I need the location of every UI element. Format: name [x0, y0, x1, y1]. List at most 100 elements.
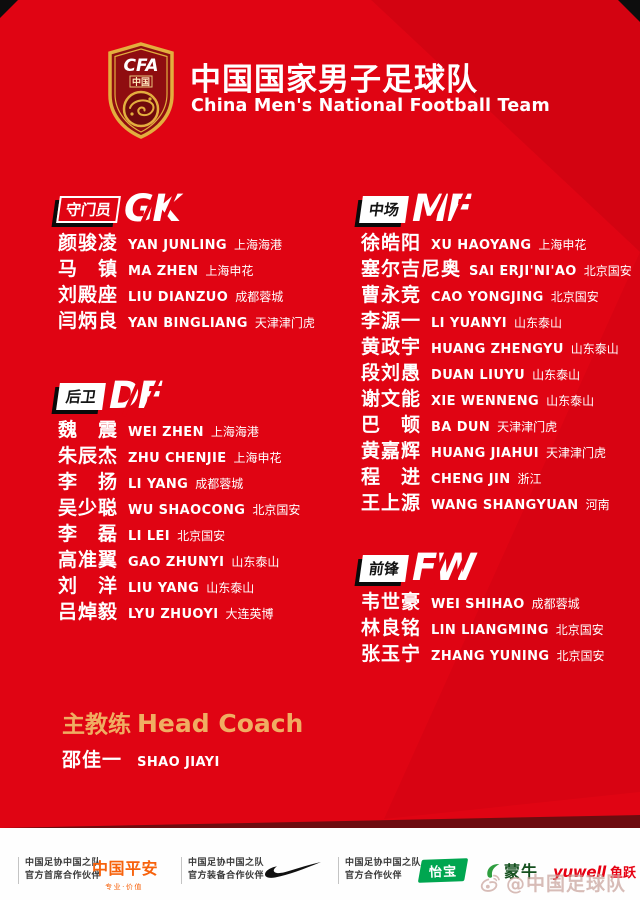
player-name-cn: 李源一 — [361, 310, 422, 332]
section-label-cn: 前锋 — [359, 554, 409, 582]
player-club: 上海海港 — [233, 238, 282, 252]
player-row: 巴 顿 BA DUN 天津津门虎 — [361, 412, 632, 438]
player-name-latin: LIU YANG — [128, 581, 200, 596]
sponsor-divider — [18, 857, 19, 884]
player-name-cn: 马 镇 — [58, 258, 119, 280]
player-club: 北京国安 — [177, 529, 226, 543]
player-list: 韦世豪 WEI SHIHAO 成都蓉城 林良铭 LIN LIANGMING 北京国安 张玉宁… — [361, 589, 605, 667]
player-name-cn: 朱辰杰 — [58, 445, 119, 467]
player-row: 马 镇 MA ZHEN 上海申花 — [58, 256, 315, 282]
partner-line: 官方装备合作伙伴 — [188, 871, 265, 881]
partner-line: 官方合作伙伴 — [345, 871, 403, 881]
player-name-latin: CAO YONGJING — [431, 290, 544, 305]
player-club: 成都蓉城 — [235, 290, 284, 304]
player-club: 北京国安 — [550, 290, 599, 304]
section-label-cn: 后卫 — [56, 382, 106, 410]
player-name-cn: 徐皓阳 — [361, 232, 422, 254]
player-club: 上海申花 — [205, 264, 254, 278]
player-club: 上海申花 — [538, 238, 587, 252]
player-row: 王上源 WANG SHANGYUAN 河南 — [361, 490, 632, 516]
player-name-latin: WANG SHANGYUAN — [431, 498, 579, 513]
player-club: 山东泰山 — [514, 316, 563, 330]
section-defenders: 后卫 DF 魏 震 WEI ZHEN 上海海港 朱辰杰 ZHU CHENJIE 上海申花李… — [56, 377, 300, 625]
cfa-crest-icon: CFA 中国 — [108, 42, 174, 139]
player-row: 朱辰杰 ZHU CHENJIE 上海申花 — [58, 443, 300, 469]
corner-triangle-top-left — [0, 0, 18, 18]
player-club: 浙江 — [517, 472, 542, 486]
player-name-cn: 程 进 — [361, 466, 422, 488]
player-name-cn: 李 磊 — [58, 523, 119, 545]
player-row: 徐皓阳 XU HAOYANG 上海申花 — [361, 230, 632, 256]
yuwell-logo: yuwell 鱼跃 — [553, 862, 636, 881]
player-name-cn: 曹永竞 — [361, 284, 422, 306]
section-header: 后卫 DF — [56, 377, 300, 414]
player-row: 高准翼 GAO ZHUNYI 山东泰山 — [58, 547, 300, 573]
player-name-cn: 李 扬 — [58, 471, 119, 493]
partner-text-chief: 中国足协中国之队 官方首席合作伙伴 — [25, 857, 101, 883]
player-name-cn: 韦世豪 — [361, 591, 422, 613]
player-row: 吴少聪 WU SHAOCONG 北京国安 — [58, 495, 300, 521]
player-name-latin: LIN LIANGMING — [431, 623, 549, 638]
player-club: 山东泰山 — [570, 342, 619, 356]
player-club: 天津津门虎 — [545, 446, 606, 460]
crest-acronym: CFA — [123, 56, 158, 76]
player-club: 大连英博 — [225, 607, 274, 621]
player-club: 山东泰山 — [546, 394, 595, 408]
player-club: 上海海港 — [210, 425, 259, 439]
player-name-cn: 黄嘉辉 — [361, 440, 422, 462]
weibo-watermark: @中国足球队 — [478, 869, 626, 896]
player-row: 刘殿座 LIU DIANZUO 成都蓉城 — [58, 282, 315, 308]
player-name-latin: CHENG JIN — [431, 472, 511, 487]
section-header: 守门员 GK — [56, 190, 315, 227]
player-club: 成都蓉城 — [531, 597, 580, 611]
corner-triangle-top-right — [618, 0, 640, 22]
player-name-cn: 谢文能 — [361, 388, 422, 410]
nike-swoosh-icon — [262, 860, 322, 886]
sponsor-divider — [338, 857, 339, 884]
player-club: 河南 — [585, 498, 610, 512]
player-name-cn: 黄政宇 — [361, 336, 422, 358]
player-name-latin: MA ZHEN — [128, 264, 199, 279]
player-name-latin: DUAN LIUYU — [431, 368, 526, 383]
player-name-latin: LIU DIANZUO — [128, 290, 229, 305]
player-row: 刘 洋 LIU YANG 山东泰山 — [58, 573, 300, 599]
coach-name-cn: 邵佳一 — [62, 749, 123, 771]
crest-country: 中国 — [132, 76, 150, 88]
section-label-en: FW — [412, 549, 484, 586]
crest-dragon-emblem — [129, 99, 155, 117]
mengniu-logo: 蒙牛 — [484, 858, 538, 882]
player-club: 北京国安 — [252, 503, 301, 517]
section-label-en: DF — [109, 377, 171, 414]
player-list: 颜骏凌 YAN JUNLING 上海海港马 镇 MA ZHEN 上海申花 刘殿座 LIU D… — [58, 230, 315, 334]
player-row: 闫炳良 YAN BINGLIANG 天津津门虎 — [58, 308, 315, 334]
partner-text-official: 中国足协中国之队 官方合作伙伴 — [345, 857, 421, 883]
player-name-latin: HUANG ZHENGYU — [431, 342, 564, 357]
sponsor-divider — [181, 857, 182, 884]
coach-name-latin: SHAO JIAYI — [137, 755, 220, 770]
player-name-cn: 闫炳良 — [58, 310, 119, 332]
pingan-name: 中国平安 — [92, 859, 159, 878]
player-name-latin: XIE WENNENG — [431, 394, 540, 409]
head-coach-title: 主教练 Head Coach — [62, 710, 303, 739]
section-label-en: MF — [412, 190, 480, 227]
mengniu-leaf-icon — [487, 863, 500, 878]
player-row: 段刘愚 DUAN LIUYU 山东泰山 — [361, 360, 632, 386]
player-name-latin: XU HAOYANG — [431, 238, 532, 253]
player-club: 山东泰山 — [206, 581, 255, 595]
background-dark-band — [0, 815, 640, 828]
player-name-latin: YAN JUNLING — [128, 238, 227, 253]
player-row: 颜骏凌 YAN JUNLING 上海海港 — [58, 230, 315, 256]
player-club: 北京国安 — [555, 623, 604, 637]
player-name-cn: 吴少聪 — [58, 497, 119, 519]
partner-text-equipment: 中国足协中国之队 官方装备合作伙伴 — [188, 857, 264, 883]
player-name-latin: BA DUN — [431, 420, 491, 435]
player-name-latin: GAO ZHUNYI — [128, 555, 225, 570]
player-name-latin: WU SHAOCONG — [128, 503, 246, 518]
player-row: 张玉宁 ZHANG YUNING 北京国安 — [361, 641, 605, 667]
player-name-latin: LYU ZHUOYI — [128, 607, 219, 622]
player-name-cn: 高准翼 — [58, 549, 119, 571]
player-name-latin: LI YANG — [128, 477, 189, 492]
poster-subtitle: China Men's National Football Team — [191, 96, 550, 116]
section-header: 中场 MF — [359, 190, 632, 227]
